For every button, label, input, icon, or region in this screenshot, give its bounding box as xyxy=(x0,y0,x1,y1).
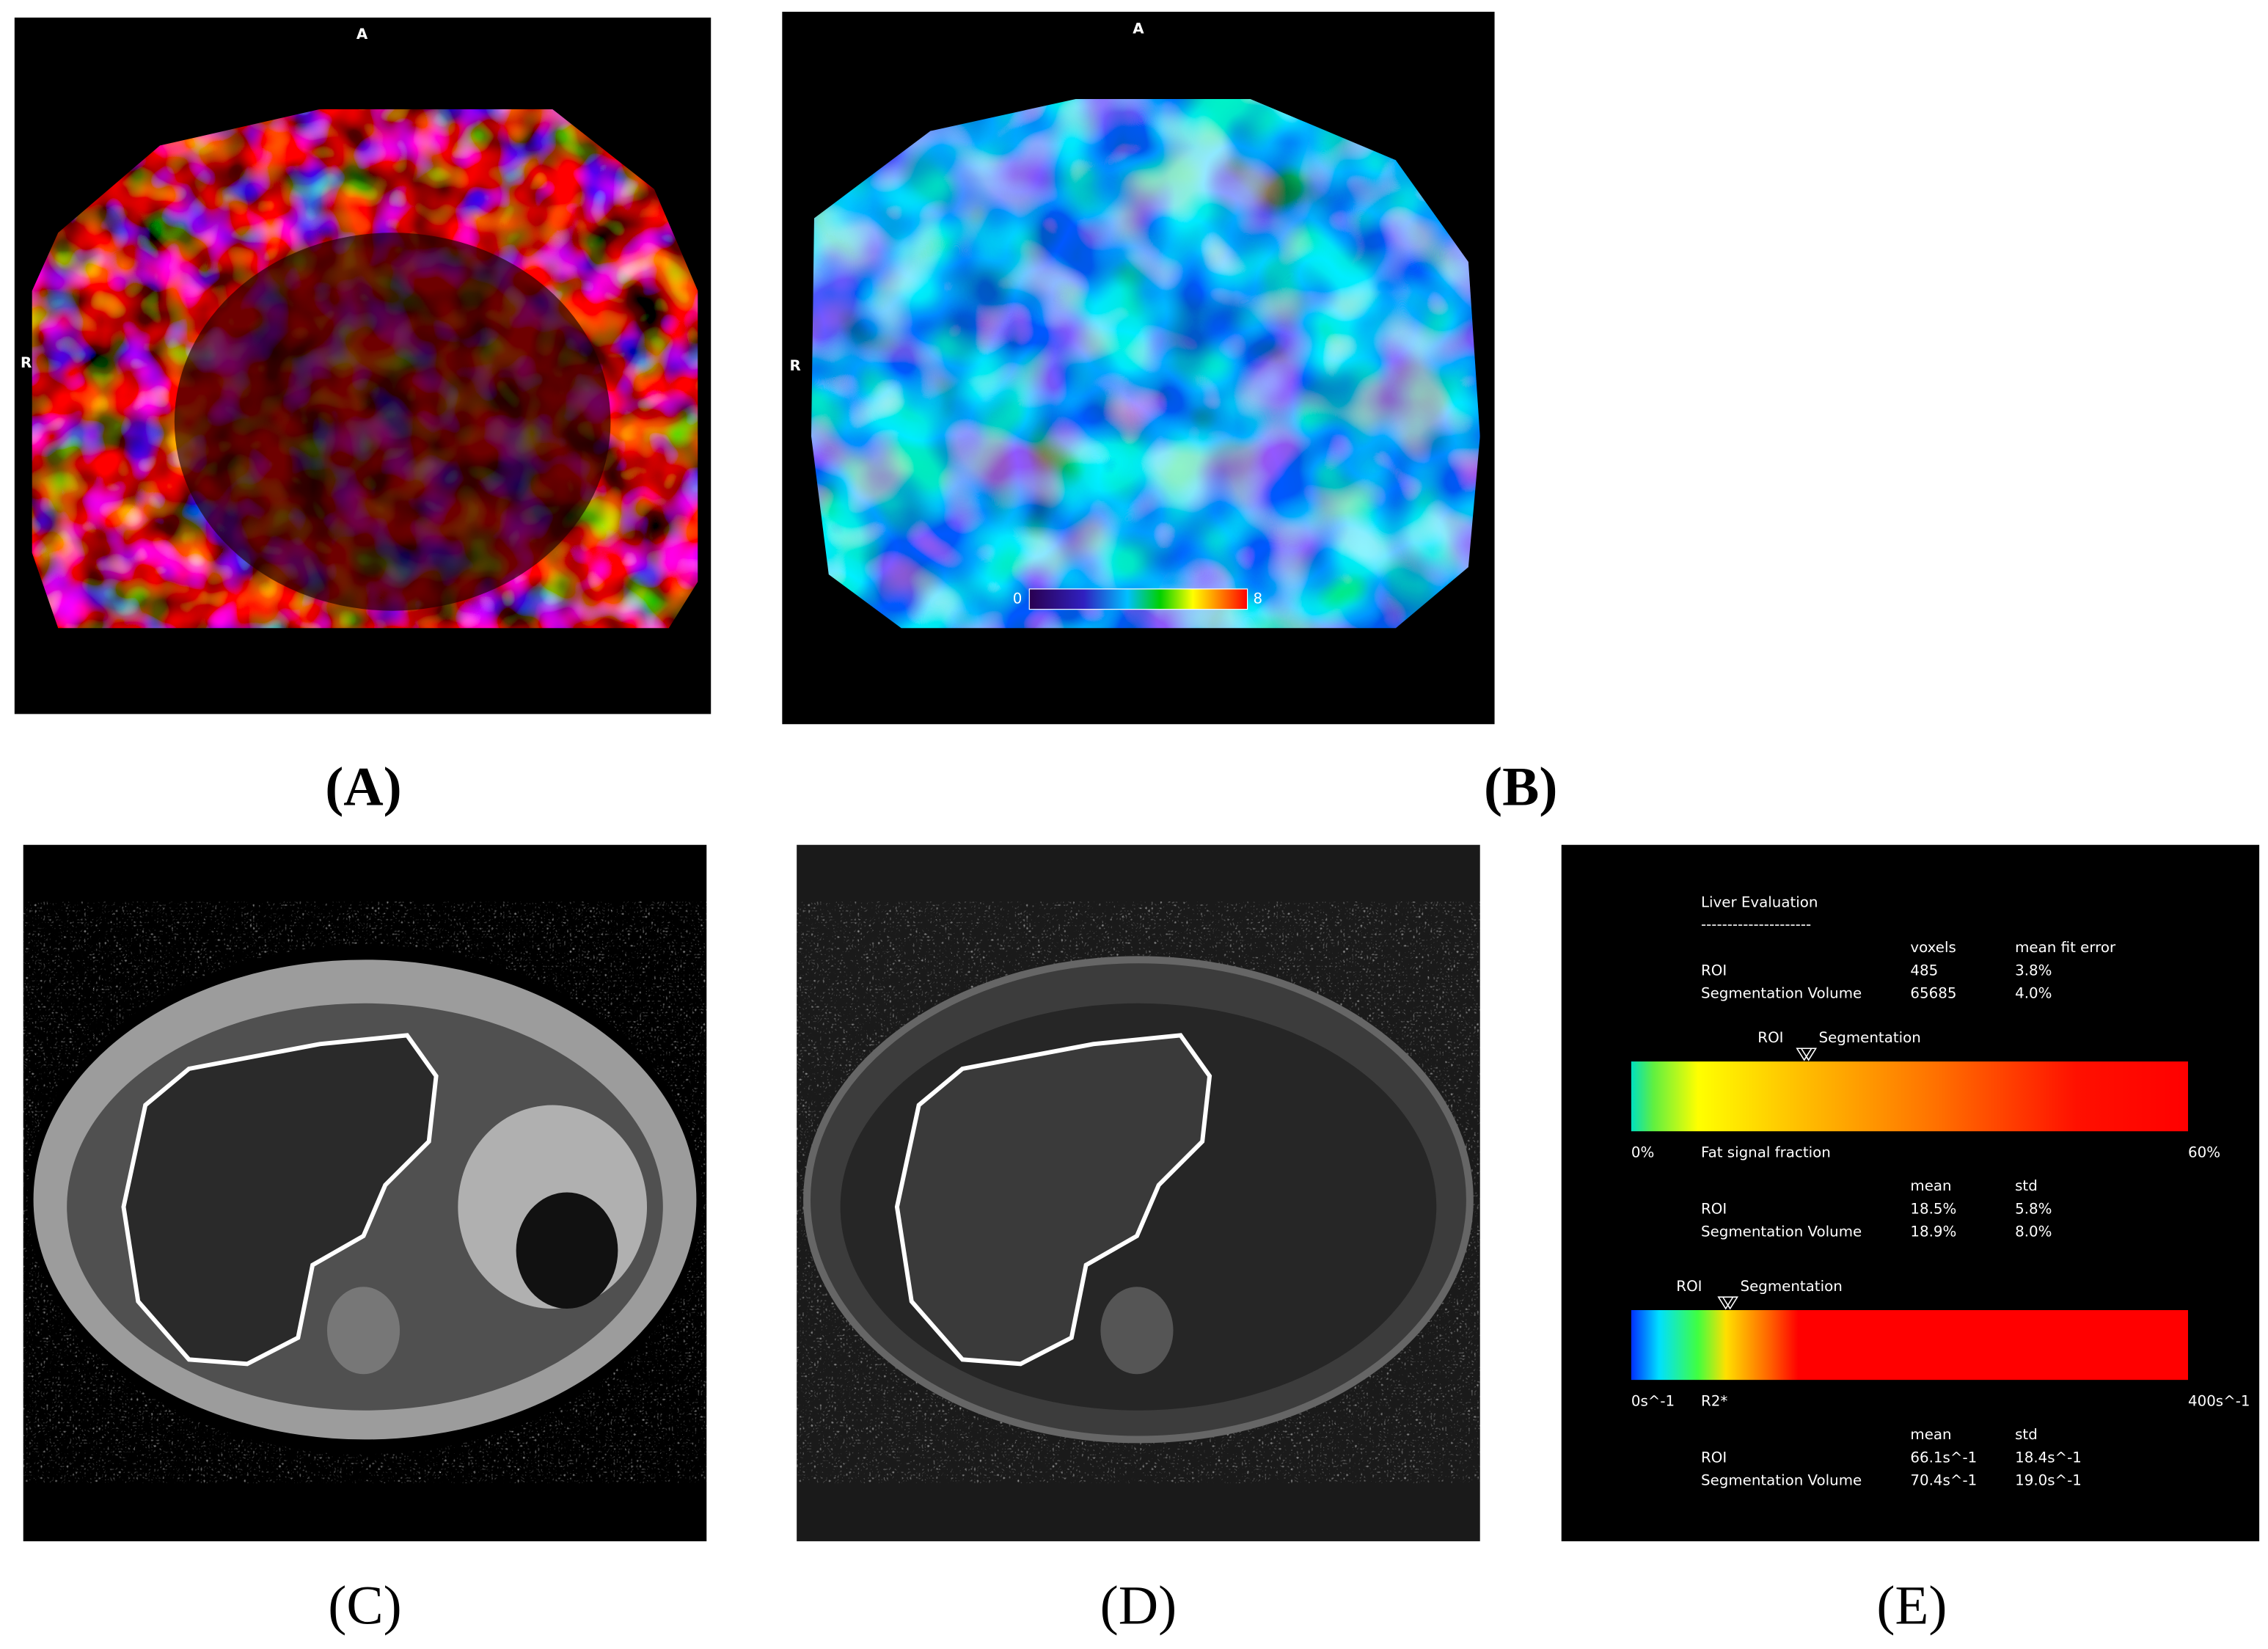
table-cell: 18.9% xyxy=(1910,1223,1956,1240)
panel-caption: (E) xyxy=(1876,1576,1947,1637)
panel-caption: (B) xyxy=(1484,757,1557,818)
panel-caption: (A) xyxy=(325,757,402,818)
report-title: Liver Evaluation xyxy=(1701,894,1818,911)
orientation-top: A xyxy=(356,26,368,43)
bar-max: 60% xyxy=(2188,1144,2220,1160)
fat-colorbar xyxy=(1631,1061,2188,1132)
table-cell: 4.0% xyxy=(2015,984,2052,1001)
colorbar-min: 0 xyxy=(1013,590,1023,607)
panel-caption: (D) xyxy=(1100,1576,1177,1637)
table-cell: 5.8% xyxy=(2015,1201,2052,1218)
table-header: std xyxy=(2015,1177,2038,1194)
marker-label: Segmentation xyxy=(1741,1278,1843,1295)
orientation-side: R xyxy=(21,354,32,371)
bar-label: Fat signal fraction xyxy=(1701,1144,1831,1160)
table-header: voxels xyxy=(1910,939,1956,956)
orientation-top: A xyxy=(1133,20,1144,37)
orientation-side: R xyxy=(790,357,801,374)
panel-d xyxy=(797,844,1480,1542)
panel-e xyxy=(1561,844,2260,1542)
table-cell: 485 xyxy=(1910,962,1938,979)
table-header: mean fit error xyxy=(2015,939,2116,956)
panel-caption: (C) xyxy=(328,1576,401,1637)
marker-label: ROI xyxy=(1757,1029,1783,1046)
row-label: ROI xyxy=(1701,962,1727,979)
fit-error-map xyxy=(811,98,1480,629)
liver-region xyxy=(174,233,611,611)
row-label: Segmentation Volume xyxy=(1701,1223,1862,1240)
row-label: Segmentation Volume xyxy=(1701,984,1862,1001)
marker-label: ROI xyxy=(1676,1278,1702,1295)
bar-max: 400s^-1 xyxy=(2188,1392,2250,1409)
spine xyxy=(326,1287,400,1375)
panel-c xyxy=(23,844,707,1542)
colorbar xyxy=(1028,588,1248,610)
table-header: mean xyxy=(1910,1426,1951,1443)
row-label: ROI xyxy=(1701,1449,1727,1466)
table-cell: 70.4s^-1 xyxy=(1910,1471,1977,1488)
table-cell: 19.0s^-1 xyxy=(2015,1471,2082,1488)
table-header: std xyxy=(2015,1426,2038,1443)
bar-min: 0% xyxy=(1631,1144,1654,1160)
row-label: Segmentation Volume xyxy=(1701,1471,1862,1488)
table-cell: 18.5% xyxy=(1910,1201,1956,1218)
divider: --------------------- xyxy=(1701,915,1811,932)
table-header: mean xyxy=(1910,1177,1951,1194)
table-cell: 3.8% xyxy=(2015,962,2052,979)
table-cell: 65685 xyxy=(1910,984,1956,1001)
marker-label: Segmentation xyxy=(1819,1029,1921,1046)
spine xyxy=(1100,1287,1174,1375)
bar-label: R2* xyxy=(1701,1392,1727,1409)
row-label: ROI xyxy=(1701,1201,1727,1218)
r2-colorbar xyxy=(1631,1310,2188,1381)
marker xyxy=(1717,1296,1738,1310)
table-cell: 8.0% xyxy=(2015,1223,2052,1240)
table-cell: 66.1s^-1 xyxy=(1910,1449,1977,1466)
bar-min: 0s^-1 xyxy=(1631,1392,1675,1409)
stomach-air xyxy=(516,1192,618,1309)
table-cell: 18.4s^-1 xyxy=(2015,1449,2082,1466)
colorbar-max: 8 xyxy=(1254,590,1263,607)
marker xyxy=(1796,1047,1818,1061)
